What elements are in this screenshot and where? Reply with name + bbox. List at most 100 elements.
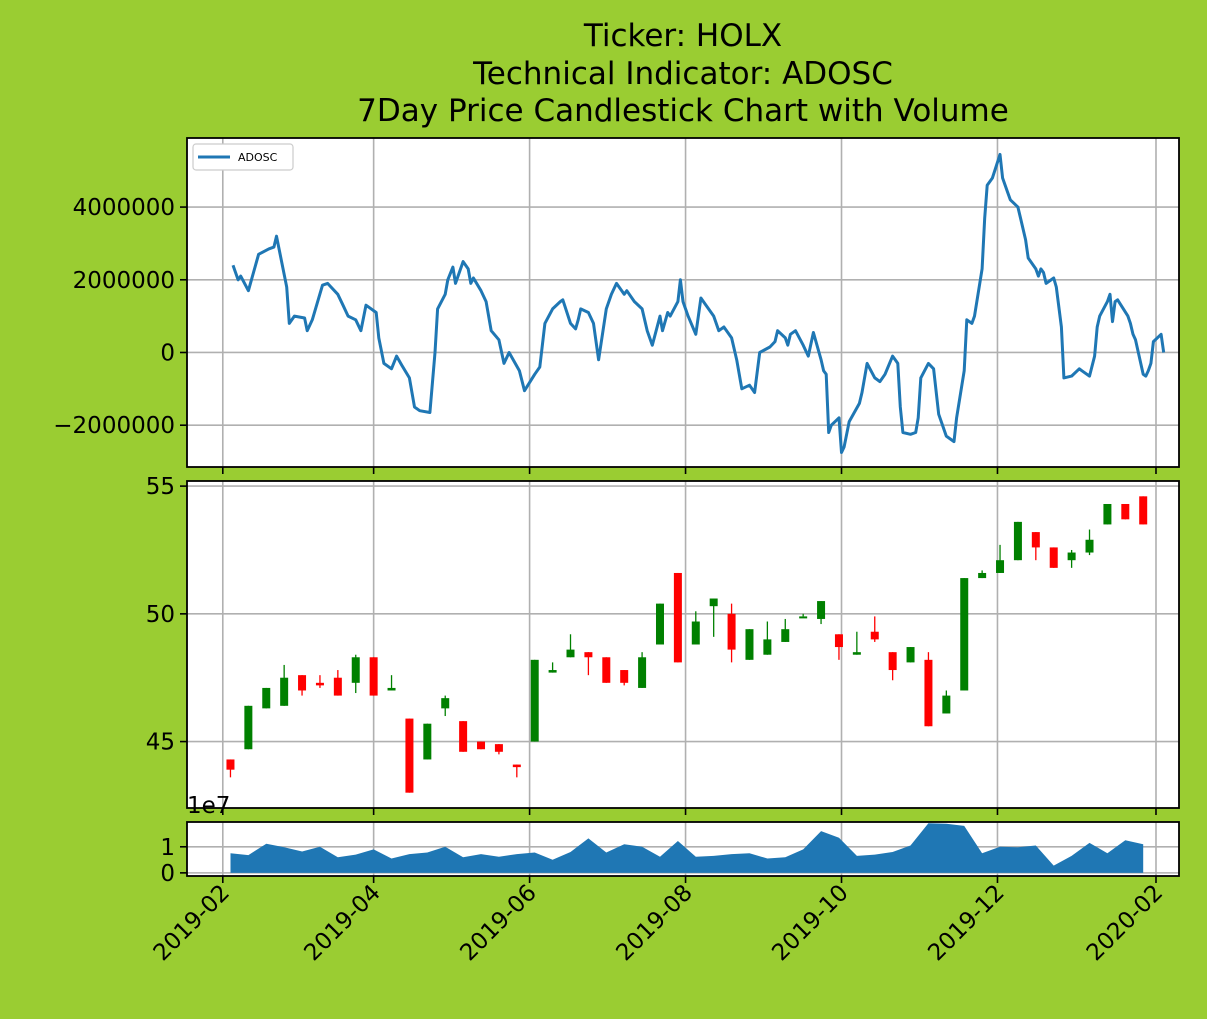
adosc-ytick-label: 4000000 xyxy=(73,195,175,221)
candle-body xyxy=(942,695,951,714)
adosc-frame xyxy=(186,137,1180,468)
candle-down xyxy=(494,744,503,755)
candle-up xyxy=(351,654,360,694)
candle-down xyxy=(226,759,235,778)
candle-down xyxy=(834,634,843,660)
candle-body xyxy=(494,744,503,752)
adosc-indicator-panel: −2000000 0 2000000 4000000 ADOSC xyxy=(53,137,1180,474)
candle-down xyxy=(477,741,486,750)
candle-body xyxy=(512,764,521,768)
candle-body xyxy=(620,670,629,683)
candle-up xyxy=(262,687,271,709)
candle-up xyxy=(817,601,826,625)
candle-up xyxy=(1013,521,1022,561)
x-tick-label: 2019-08 xyxy=(611,880,697,966)
price-plot-area xyxy=(187,481,1179,808)
candle-down xyxy=(1049,547,1058,568)
candle-body xyxy=(727,613,736,650)
candle-body xyxy=(298,675,307,691)
candles xyxy=(226,496,1148,793)
candle-up xyxy=(530,659,539,742)
price-ytick-label: 45 xyxy=(146,730,175,756)
candle-down xyxy=(1121,503,1130,520)
candle-up xyxy=(244,705,253,750)
candle-body xyxy=(638,657,647,688)
candle-up xyxy=(566,634,575,658)
volume-panel: 01 1e7 xyxy=(160,793,1180,887)
price-ytick-label: 55 xyxy=(146,474,175,500)
candle-down xyxy=(315,675,324,688)
candle-down xyxy=(333,670,342,696)
candle-up xyxy=(548,662,557,673)
volume-offset-label: 1e7 xyxy=(187,793,230,819)
x-tick-label: 2019-12 xyxy=(923,880,1009,966)
candle-body xyxy=(745,629,754,660)
candle-body xyxy=(459,721,468,752)
title-line-ticker: Ticker: HOLX xyxy=(583,18,782,54)
candle-body xyxy=(906,647,915,663)
candle-up xyxy=(387,675,396,691)
candle-body xyxy=(870,631,879,640)
candle-up xyxy=(1103,503,1112,525)
candle-body xyxy=(226,759,235,770)
candle-body xyxy=(566,649,575,658)
candle-body xyxy=(1103,503,1112,525)
legend-box xyxy=(192,143,294,171)
candle-down xyxy=(727,603,736,663)
price-candlestick-panel: 45 50 55 xyxy=(146,474,1180,815)
candle-down xyxy=(512,764,521,778)
candle-body xyxy=(888,652,897,671)
candle-body xyxy=(244,705,253,750)
candle-body xyxy=(1049,547,1058,568)
candle-body xyxy=(996,560,1005,573)
adosc-ytick-label: 0 xyxy=(160,340,175,366)
candle-down xyxy=(870,616,879,642)
candle-down xyxy=(888,652,897,681)
candle-up xyxy=(906,647,915,663)
candle-up xyxy=(996,544,1005,573)
x-tick-label: 2020-02 xyxy=(1082,880,1168,966)
candle-body xyxy=(280,677,289,706)
volume-frame xyxy=(186,821,1180,877)
candle-down xyxy=(1031,532,1040,561)
candle-body xyxy=(763,639,772,655)
candle-down xyxy=(298,675,307,696)
candle-up xyxy=(423,723,432,760)
candle-up xyxy=(1067,549,1076,568)
candle-body xyxy=(584,652,593,658)
x-tick-label: 2019-10 xyxy=(767,880,853,966)
candle-body xyxy=(1085,539,1094,553)
legend-label: ADOSC xyxy=(238,151,278,164)
candle-up xyxy=(781,618,790,642)
volume-area xyxy=(230,823,1144,873)
candle-up xyxy=(441,695,450,717)
chart-title: Ticker: HOLX Technical Indicator: ADOSC … xyxy=(357,18,1009,129)
title-line-description: 7Day Price Candlestick Chart with Volume xyxy=(357,93,1009,129)
candle-body xyxy=(369,657,378,696)
candle-up xyxy=(799,613,808,619)
candle-up xyxy=(852,631,861,655)
candle-body xyxy=(262,687,271,709)
price-ytick-label: 50 xyxy=(146,602,175,628)
x-tick-label: 2019-06 xyxy=(455,880,541,966)
candle-up xyxy=(978,570,987,579)
candle-up xyxy=(745,629,754,660)
candle-body xyxy=(834,634,843,648)
candle-up xyxy=(942,690,951,714)
title-line-indicator: Technical Indicator: ADOSC xyxy=(472,56,893,92)
candle-body xyxy=(655,603,664,645)
adosc-gridlines xyxy=(187,138,1179,467)
candle-up xyxy=(960,578,969,691)
price-frame xyxy=(186,480,1180,809)
candle-body xyxy=(441,698,450,709)
candle-down xyxy=(673,572,682,663)
candle-body xyxy=(423,723,432,760)
adosc-ytick-label: −2000000 xyxy=(53,413,175,439)
candle-body xyxy=(530,659,539,742)
candle-down xyxy=(369,657,378,696)
candle-down xyxy=(924,652,933,727)
candle-body xyxy=(691,621,700,645)
candle-body xyxy=(1067,552,1076,561)
candle-body xyxy=(387,687,396,691)
